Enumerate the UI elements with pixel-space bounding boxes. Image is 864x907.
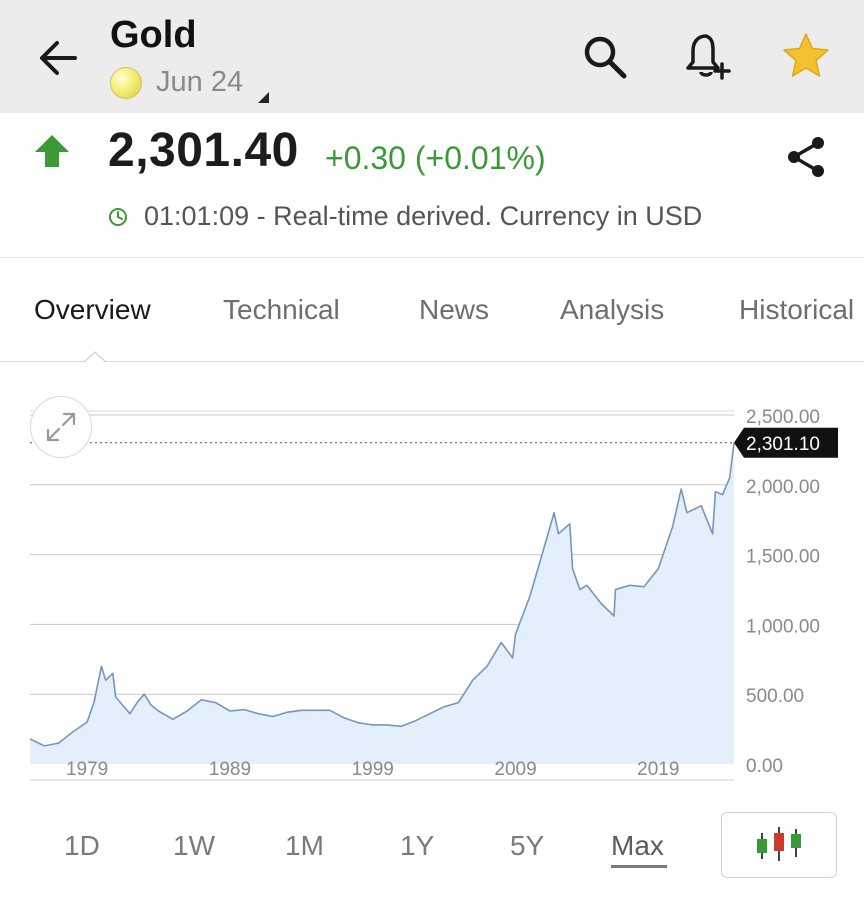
watchlist-star-icon — [783, 33, 829, 77]
x-tick-label: 2009 — [494, 759, 536, 780]
quote-panel: 2,301.40 +0.30 (+0.01%) 01:01:09 - Real-… — [0, 113, 864, 258]
price-area-fill — [30, 442, 734, 764]
search-button[interactable] — [576, 28, 632, 84]
contract-month: Jun 24 — [156, 66, 244, 98]
range-1d[interactable]: 1D — [64, 830, 100, 861]
add-alert-button[interactable] — [680, 28, 736, 84]
x-tick-label: 2019 — [637, 759, 679, 780]
price-chart[interactable]: 0.00 500.00 1,000.00 1,500.00 2,000.00 2,500.… — [0, 362, 864, 802]
y-tick-label: 1,000.00 — [746, 616, 820, 637]
gold-coin-icon — [110, 66, 142, 99]
tab-news[interactable]: News — [419, 294, 490, 325]
x-tick-label: 1979 — [66, 759, 108, 780]
chart-canvas: 0.00 500.00 1,000.00 1,500.00 2,000.00 2,500.… — [29, 407, 838, 781]
x-tick-label: 1989 — [209, 759, 251, 780]
tab-overview[interactable]: Overview — [34, 294, 151, 325]
expand-icon — [46, 412, 76, 442]
quote-meta: 01:01:09 - Real-time derived. Currency i… — [108, 201, 702, 232]
range-1w[interactable]: 1W — [173, 830, 215, 861]
y-tick-label: 500.00 — [746, 686, 804, 707]
last-price: 2,301.40 — [108, 124, 299, 177]
section-tabs: Overview Technical News Analysis Histori… — [0, 258, 864, 363]
back-button[interactable] — [30, 30, 86, 86]
share-icon — [788, 137, 824, 177]
range-5y[interactable]: 5Y — [510, 830, 545, 861]
app-header: Gold Jun 24 — [0, 0, 864, 113]
range-1y[interactable]: 1Y — [400, 830, 435, 861]
y-tick-label: 1,500.00 — [746, 547, 820, 568]
instrument-title: Gold — [110, 14, 197, 56]
tab-technical[interactable]: Technical — [223, 294, 340, 325]
range-max[interactable]: Max — [611, 830, 664, 861]
chart-type-button[interactable] — [721, 812, 837, 878]
back-arrow-icon — [40, 41, 77, 75]
y-tick-label: 2,500.00 — [746, 407, 820, 428]
add-alert-icon — [686, 34, 731, 80]
clock-icon — [109, 207, 127, 226]
expand-chart-button[interactable] — [30, 396, 92, 458]
contract-selector[interactable]: Jun 24 — [110, 66, 269, 103]
active-tab-pointer — [84, 351, 106, 363]
tab-analysis[interactable]: Analysis — [560, 294, 665, 325]
tab-historical[interactable]: Historical — [739, 294, 855, 325]
time-range-selector: 1D 1W 1M 1Y 5Y Max — [0, 802, 864, 907]
watchlist-button[interactable] — [778, 28, 834, 84]
price-series-line — [29, 442, 735, 747]
range-1m[interactable]: 1M — [285, 830, 324, 861]
dropdown-caret-icon — [258, 92, 269, 103]
share-button[interactable] — [780, 131, 832, 183]
search-icon — [584, 36, 627, 79]
timestamp-note: 01:01:09 - Real-time derived. Currency i… — [144, 201, 703, 231]
active-range-underline — [611, 865, 667, 868]
price-change: +0.30 (+0.01%) — [325, 140, 546, 176]
x-tick-label: 1999 — [352, 759, 394, 780]
y-tick-label: 0.00 — [746, 756, 783, 777]
price-up-arrow-icon — [35, 135, 69, 167]
candlestick-icon — [757, 827, 801, 861]
last-price-tag — [734, 427, 838, 458]
last-price-label: 2,301.10 — [746, 434, 820, 455]
y-tick-label: 2,000.00 — [746, 477, 820, 498]
